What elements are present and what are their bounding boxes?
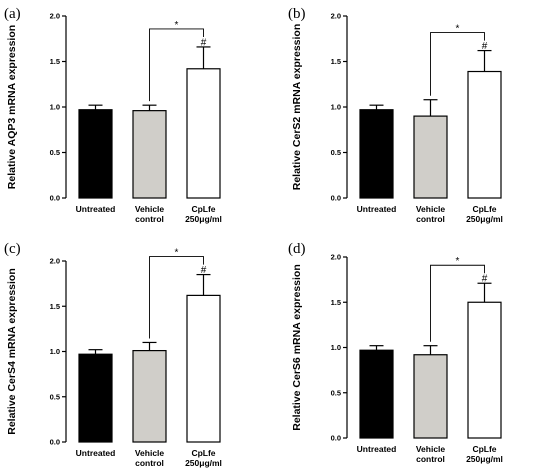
bar-2 <box>413 354 448 439</box>
x-category-label: CpLfe <box>472 444 496 454</box>
bar-3 <box>467 301 502 439</box>
significance-star: * <box>175 20 179 31</box>
y-tick-label: 0.5 <box>50 392 60 401</box>
y-tick-label: 1.0 <box>331 343 341 352</box>
y-tick-label: 0.0 <box>50 194 60 203</box>
bar-3 <box>467 70 502 199</box>
significance-hash: # <box>482 41 488 52</box>
x-category-label: Untreated <box>357 444 397 454</box>
significance-hash: # <box>201 265 207 276</box>
y-tick-label: 1.0 <box>331 103 341 112</box>
y-tick-label: 0.5 <box>331 388 341 397</box>
bar-2 <box>132 110 167 199</box>
significance-star: * <box>456 256 460 267</box>
bar-3 <box>186 68 221 199</box>
y-tick-label: 1.0 <box>50 347 60 356</box>
y-axis-label: Relative CerS6 mRNA expression <box>291 264 303 431</box>
y-tick-label: 0.5 <box>50 148 60 157</box>
x-category-label: Vehicle <box>135 448 165 458</box>
significance-bracket <box>430 264 485 342</box>
bar-1 <box>78 109 113 199</box>
y-axis-label: Relative AQP3 mRNA expression <box>6 25 18 189</box>
y-tick-label: 0.0 <box>50 438 60 447</box>
bar-1 <box>78 353 113 443</box>
y-tick-label: 1.5 <box>331 57 341 66</box>
panel-label: (a) <box>4 6 21 22</box>
x-category-label: control <box>135 214 164 224</box>
x-category-label: control <box>135 458 164 468</box>
y-tick-label: 0.0 <box>331 434 341 443</box>
significance-hash: # <box>482 274 488 285</box>
significance-star: * <box>456 24 460 35</box>
y-tick-label: 2.0 <box>50 257 60 266</box>
x-category-label: 250μg/ml <box>466 214 503 224</box>
bar-1 <box>359 349 394 439</box>
chart-panel-4: (d) Relative CerS6 mRNA expression 0.0 0.5 1… <box>288 241 503 464</box>
significance-bracket <box>430 32 485 96</box>
y-tick-label: 1.0 <box>50 103 60 112</box>
x-category-label: Vehicle <box>135 204 165 214</box>
chart-panel-1: (a) Relative AQP3 mRNA expression 0.0 0.5 1.… <box>4 6 222 224</box>
significance-bracket <box>149 28 204 102</box>
y-tick-label: 1.5 <box>50 57 60 66</box>
x-category-label: Untreated <box>357 204 397 214</box>
x-category-label: CpLfe <box>191 448 215 458</box>
x-category-label: Untreated <box>76 204 116 214</box>
chart-panel-2: (b) Relative CerS2 mRNA expression 0.0 0.5 1… <box>288 6 503 224</box>
x-category-label: 250μg/ml <box>185 458 222 468</box>
x-category-label: Vehicle <box>416 444 446 454</box>
panel-label: (b) <box>288 6 306 22</box>
bar-2 <box>413 115 448 199</box>
x-category-label: CpLfe <box>472 204 496 214</box>
y-tick-label: 0.5 <box>331 148 341 157</box>
x-category-label: 250μg/ml <box>185 214 222 224</box>
bar-1 <box>359 109 394 199</box>
significance-hash: # <box>201 37 207 48</box>
y-tick-label: 2.0 <box>331 12 341 21</box>
y-tick-label: 1.5 <box>50 302 60 311</box>
y-axis-label: Relative CerS4 mRNA expression <box>6 268 18 435</box>
x-category-label: control <box>416 454 445 464</box>
x-category-label: CpLfe <box>191 204 215 214</box>
y-tick-label: 2.0 <box>50 12 60 21</box>
significance-star: * <box>175 248 179 259</box>
y-tick-label: 2.0 <box>331 253 341 262</box>
x-category-label: Untreated <box>76 448 116 458</box>
y-axis-label: Relative CerS2 mRNA expression <box>291 24 303 191</box>
y-tick-label: 1.5 <box>331 298 341 307</box>
chart-panel-3: (c) Relative CerS4 mRNA expression 0.0 0.5 1… <box>4 241 222 468</box>
x-category-label: control <box>416 214 445 224</box>
bar-3 <box>186 294 221 443</box>
panel-label: (c) <box>4 241 21 257</box>
x-category-label: Vehicle <box>416 204 446 214</box>
significance-bracket <box>149 256 204 339</box>
panel-label: (d) <box>288 241 306 257</box>
y-tick-label: 0.0 <box>331 194 341 203</box>
bar-2 <box>132 349 167 443</box>
x-category-label: 250μg/ml <box>466 454 503 464</box>
